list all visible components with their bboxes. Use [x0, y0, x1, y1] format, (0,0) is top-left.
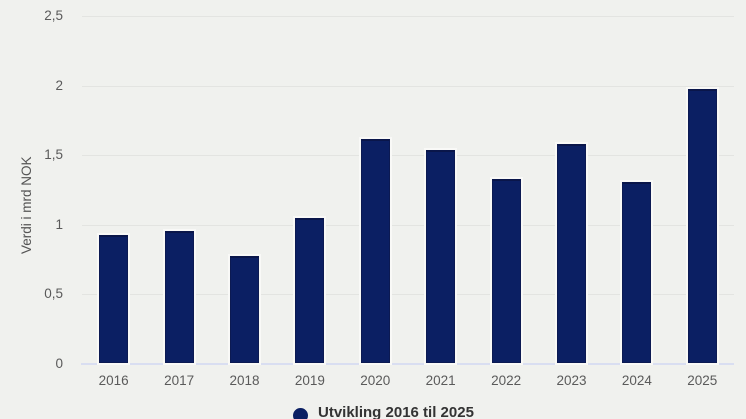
gridline: [82, 155, 734, 157]
x-tick-label: 2022: [491, 373, 522, 388]
y-tick-label: 1,5: [44, 147, 63, 163]
x-tick-label: 2016: [98, 373, 129, 388]
bar-2022[interactable]: [491, 179, 521, 363]
gridline: [82, 16, 734, 17]
gridline: [82, 85, 734, 87]
x-tick-label: 2019: [294, 373, 325, 388]
bar-2019[interactable]: [295, 218, 325, 363]
y-tick-label: 0,5: [44, 286, 63, 302]
x-axis-line: [81, 363, 734, 365]
x-tick-label: 2025: [687, 373, 718, 388]
bar-2016[interactable]: [99, 234, 129, 363]
y-tick-label: 2,5: [44, 8, 63, 23]
bar-2024[interactable]: [622, 182, 652, 363]
legend-label: Utvikling 2016 til 2025: [318, 404, 474, 419]
gridline: [82, 224, 734, 226]
bar-2017[interactable]: [164, 230, 194, 363]
legend-swatch-icon: [293, 408, 308, 419]
x-tick-label: 2021: [425, 373, 456, 388]
x-tick-label: 2017: [164, 373, 195, 388]
bar-2023[interactable]: [557, 144, 586, 363]
bar-2021[interactable]: [426, 150, 456, 363]
x-tick-label: 2018: [229, 373, 260, 388]
x-tick-label: 2023: [556, 373, 587, 388]
bar-2025[interactable]: [687, 88, 717, 363]
x-tick-label: 2020: [360, 373, 391, 388]
bar-2018[interactable]: [230, 255, 259, 363]
y-tick-label: 2: [55, 77, 63, 93]
gridline: [82, 294, 734, 296]
y-tick-label: 1: [55, 216, 63, 232]
y-tick-label: 0: [55, 356, 63, 371]
bar-2020[interactable]: [360, 138, 390, 363]
legend-item[interactable]: Utvikling 2016 til 2025: [293, 404, 474, 419]
x-tick-label: 2024: [621, 373, 652, 388]
